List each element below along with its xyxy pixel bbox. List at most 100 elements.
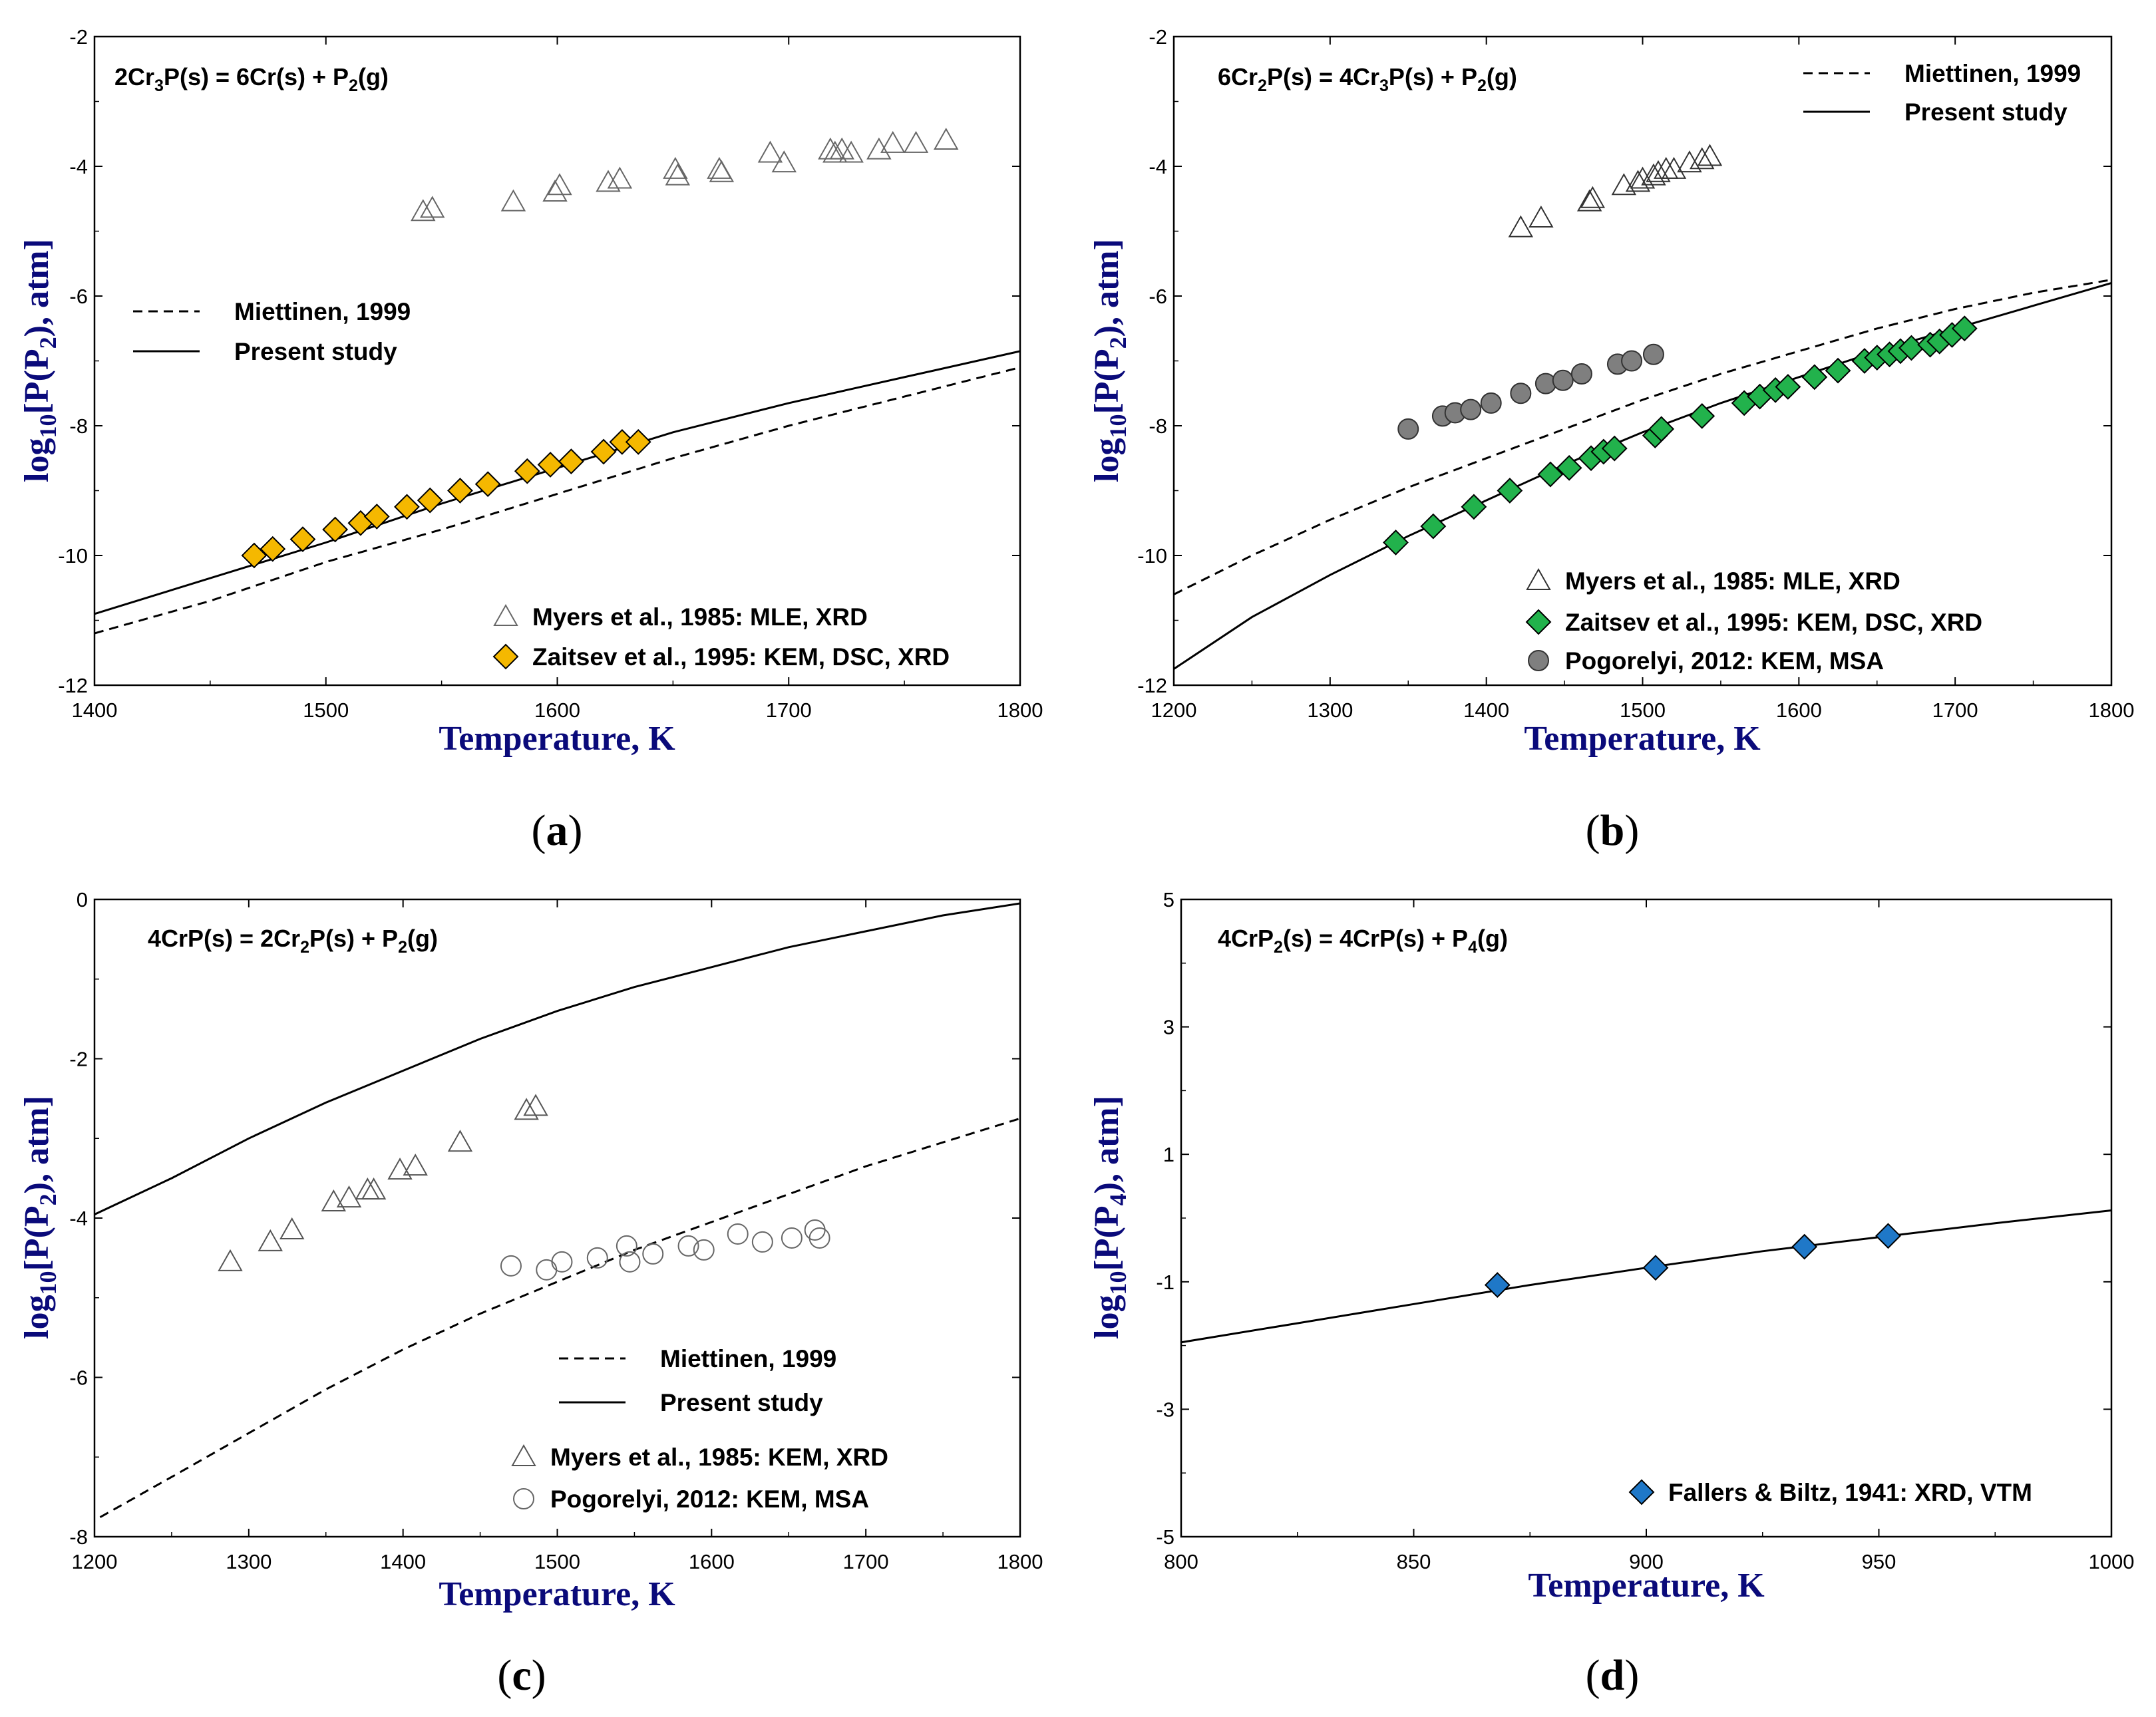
legend-label: Miettinen, 1999 (1904, 60, 2081, 87)
x-tick-label: 1000 (2089, 1550, 2135, 1573)
y-tick-label: 1 (1163, 1143, 1174, 1166)
data-point (1576, 189, 1602, 212)
legend-marker (513, 1488, 534, 1509)
x-tick-label: 900 (1629, 1550, 1664, 1573)
y-tick-label: -4 (69, 1207, 88, 1230)
data-point (1528, 205, 1554, 228)
reaction-equation: 4CrP(s) = 2Cr2P(s) + P2(g) (148, 925, 438, 957)
data-point (590, 438, 617, 465)
x-tick-label: 1300 (226, 1550, 271, 1573)
data-point (260, 536, 286, 562)
x-tick-label: 1500 (1620, 699, 1666, 722)
x-tick-label: 1600 (1776, 699, 1822, 722)
data-point (1570, 363, 1592, 385)
x-tick-label: 950 (1862, 1550, 1896, 1573)
data-point (727, 1223, 749, 1245)
data-point (642, 1243, 664, 1265)
series-line-miettinen (94, 1117, 1020, 1522)
data-point (289, 526, 316, 553)
data-point (808, 1227, 830, 1249)
y-axis-label: log10[P(P2), atm] (18, 239, 61, 482)
data-point (1646, 160, 1671, 182)
y-tick-label: -6 (69, 1366, 88, 1390)
data-point (1601, 435, 1628, 462)
data-point (322, 516, 349, 543)
panel-d: 800 850 900 950 1000 -5 -3 -1 1 3 5 4CrP2(s) = 4CrP… (1088, 888, 2134, 1700)
legend-marker (1526, 567, 1551, 590)
legend-label: Miettinen, 1999 (660, 1345, 836, 1372)
legend-marker (1528, 650, 1549, 671)
x-tick-label: 1800 (997, 699, 1043, 722)
data-point (1775, 374, 1801, 400)
data-point (1690, 147, 1715, 170)
y-tick-label: -12 (1137, 674, 1167, 697)
data-point (1641, 163, 1666, 186)
data-point (1951, 315, 1978, 342)
data-point (1397, 418, 1419, 440)
y-tick-label: -6 (1149, 285, 1167, 308)
data-point (1383, 530, 1409, 555)
series-0 (1484, 1223, 1901, 1299)
data-point (1611, 173, 1637, 196)
series-0 (218, 1094, 548, 1271)
legend-label: Pogorelyi, 2012: KEM, MSA (1565, 647, 1884, 675)
data-point (663, 156, 688, 179)
data-point (1642, 1255, 1669, 1281)
data-point (1697, 144, 1723, 166)
legend-marker (492, 643, 519, 670)
data-point (1875, 1223, 1901, 1249)
series-line-present-study (94, 902, 1020, 1216)
data-point (665, 163, 691, 186)
x-tick-label: 1700 (766, 699, 812, 722)
data-point (596, 170, 621, 192)
legend-marker (1628, 1479, 1655, 1505)
data-point (558, 448, 584, 475)
x-tick-label: 1200 (72, 1550, 118, 1573)
data-point (586, 1247, 608, 1269)
data-point (1825, 357, 1851, 384)
reaction-equation: 6Cr2P(s) = 4Cr3P(s) + P2(g) (1218, 63, 1517, 95)
data-point (361, 1177, 387, 1200)
data-point (1460, 398, 1482, 420)
data-point (619, 1251, 641, 1273)
data-point (411, 199, 436, 222)
y-axis-label: log10[P(P4), atm] (1088, 1096, 1131, 1339)
legend-label: Fallers & Biltz, 1941: XRD, VTM (1668, 1479, 2032, 1506)
legend-label: Zaitsev et al., 1995: KEM, DSC, XRD (1565, 609, 1982, 636)
series-line-miettinen (1174, 279, 2111, 595)
data-point (751, 1231, 773, 1253)
legend-label: Myers et al., 1985: MLE, XRD (532, 603, 868, 631)
data-point (1801, 364, 1828, 390)
data-point (403, 1154, 428, 1176)
data-point (838, 140, 864, 163)
data-point (693, 1239, 715, 1261)
data-point (1648, 416, 1675, 442)
legend-label: Present study (1904, 98, 2067, 126)
reaction-equation: 4CrP2(s) = 4CrP(s) + P4(g) (1218, 925, 1508, 957)
data-point (218, 1249, 243, 1271)
data-point (771, 150, 797, 173)
series-0 (1508, 144, 1723, 237)
x-axis-label: Temperature, K (1528, 1567, 1765, 1605)
data-point (1580, 186, 1606, 208)
data-point (804, 1219, 826, 1241)
y-tick-label: -2 (69, 25, 88, 49)
panel-label: (c) (497, 1651, 546, 1700)
data-point (514, 1098, 539, 1120)
data-point (1510, 383, 1532, 404)
data-point (447, 478, 473, 504)
data-point (625, 428, 651, 455)
x-tick-label: 1400 (380, 1550, 426, 1573)
x-tick-label: 1400 (1463, 699, 1509, 722)
data-point (419, 196, 445, 218)
legend-marker (511, 1444, 536, 1466)
series-line-present-study (94, 350, 1020, 615)
data-point (677, 1235, 699, 1257)
data-point (866, 137, 892, 160)
y-axis-label: log10[P(P2), atm] (1088, 239, 1131, 482)
data-point (903, 130, 929, 153)
data-point (934, 127, 959, 150)
y-tick-label: -2 (1149, 25, 1167, 49)
legend-marker (493, 603, 518, 626)
y-tick-label: 0 (77, 888, 88, 911)
